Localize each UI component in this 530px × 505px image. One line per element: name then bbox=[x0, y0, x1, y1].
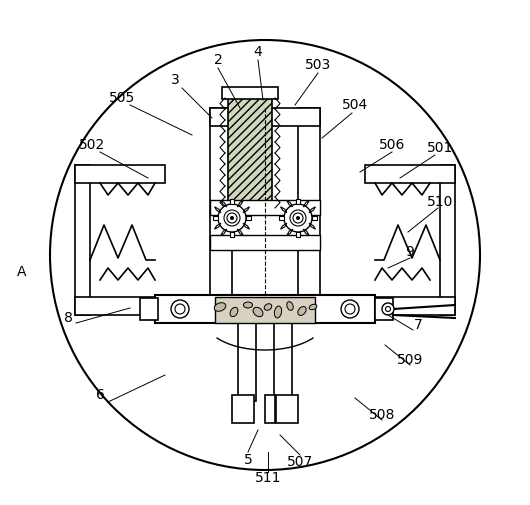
Text: 504: 504 bbox=[342, 98, 368, 112]
Bar bbox=[265, 395, 275, 423]
Circle shape bbox=[218, 204, 246, 232]
Text: 502: 502 bbox=[79, 138, 105, 152]
Polygon shape bbox=[309, 207, 315, 213]
Polygon shape bbox=[246, 216, 251, 220]
Text: 508: 508 bbox=[369, 408, 395, 422]
Bar bbox=[140, 298, 158, 320]
Bar bbox=[75, 297, 165, 315]
Bar bbox=[365, 297, 455, 315]
Polygon shape bbox=[280, 207, 287, 213]
Bar bbox=[75, 165, 165, 183]
Polygon shape bbox=[243, 223, 250, 229]
Polygon shape bbox=[296, 199, 300, 204]
Bar bbox=[215, 297, 315, 323]
Polygon shape bbox=[287, 229, 293, 235]
Text: 2: 2 bbox=[214, 53, 223, 67]
Circle shape bbox=[227, 213, 237, 223]
Circle shape bbox=[284, 204, 312, 232]
Polygon shape bbox=[280, 223, 287, 229]
Bar bbox=[232, 395, 254, 423]
Polygon shape bbox=[213, 216, 218, 220]
Polygon shape bbox=[221, 229, 227, 235]
Text: 3: 3 bbox=[171, 73, 179, 87]
Text: 5: 5 bbox=[244, 453, 252, 467]
Bar bbox=[276, 395, 298, 423]
Ellipse shape bbox=[214, 302, 226, 311]
Polygon shape bbox=[287, 200, 293, 207]
Text: A: A bbox=[17, 265, 26, 279]
Polygon shape bbox=[215, 223, 221, 229]
Bar bbox=[440, 165, 455, 315]
Bar bbox=[210, 108, 232, 308]
Ellipse shape bbox=[275, 306, 281, 318]
Text: 505: 505 bbox=[109, 91, 135, 105]
Text: 511: 511 bbox=[255, 471, 281, 485]
Circle shape bbox=[230, 216, 234, 220]
Bar bbox=[210, 108, 320, 126]
Bar bbox=[210, 200, 320, 215]
Text: 507: 507 bbox=[287, 455, 313, 469]
Text: 506: 506 bbox=[379, 138, 405, 152]
Ellipse shape bbox=[309, 305, 317, 310]
Text: 4: 4 bbox=[254, 45, 262, 59]
Circle shape bbox=[293, 213, 303, 223]
Text: 509: 509 bbox=[397, 353, 423, 367]
Ellipse shape bbox=[253, 308, 263, 317]
Polygon shape bbox=[303, 200, 309, 207]
Text: 510: 510 bbox=[427, 195, 453, 209]
Bar bbox=[75, 165, 90, 315]
Text: 8: 8 bbox=[64, 311, 73, 325]
Polygon shape bbox=[215, 207, 221, 213]
Bar bbox=[375, 298, 393, 320]
Polygon shape bbox=[230, 232, 234, 237]
Polygon shape bbox=[296, 232, 300, 237]
Circle shape bbox=[171, 300, 189, 318]
Bar bbox=[298, 108, 320, 308]
Polygon shape bbox=[221, 200, 227, 207]
Polygon shape bbox=[309, 223, 315, 229]
Circle shape bbox=[382, 303, 394, 315]
Ellipse shape bbox=[298, 307, 306, 316]
Text: 503: 503 bbox=[305, 58, 331, 72]
Polygon shape bbox=[230, 199, 234, 204]
Text: 9: 9 bbox=[405, 245, 414, 259]
Text: 6: 6 bbox=[95, 388, 104, 402]
Bar bbox=[365, 165, 455, 183]
Ellipse shape bbox=[264, 304, 272, 310]
Polygon shape bbox=[279, 216, 284, 220]
Polygon shape bbox=[243, 207, 250, 213]
Bar bbox=[210, 235, 320, 250]
Bar bbox=[274, 323, 292, 401]
Ellipse shape bbox=[287, 301, 293, 311]
Polygon shape bbox=[237, 200, 243, 207]
Ellipse shape bbox=[230, 308, 238, 317]
Bar bbox=[222, 87, 278, 99]
Circle shape bbox=[341, 300, 359, 318]
Circle shape bbox=[296, 216, 300, 220]
Text: 7: 7 bbox=[413, 318, 422, 332]
Polygon shape bbox=[312, 216, 317, 220]
Text: 501: 501 bbox=[427, 141, 453, 155]
Ellipse shape bbox=[243, 302, 252, 308]
Bar bbox=[238, 323, 256, 401]
Polygon shape bbox=[303, 229, 309, 235]
Bar bbox=[155, 295, 375, 323]
Bar bbox=[228, 95, 272, 215]
Polygon shape bbox=[237, 229, 243, 235]
